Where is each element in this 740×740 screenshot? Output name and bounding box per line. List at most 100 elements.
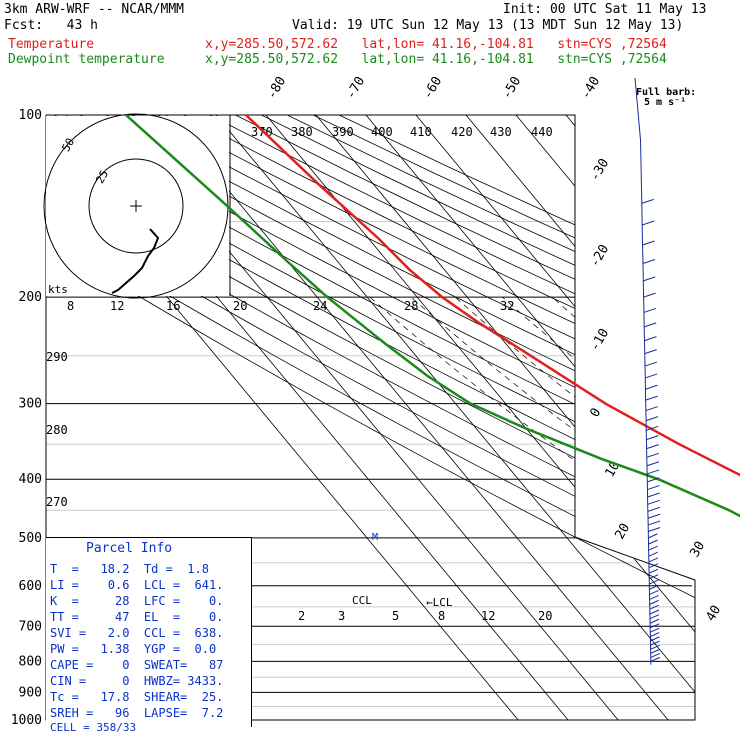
isotherm-label: -10 [587,326,612,354]
wind-barb [650,648,660,654]
theta-label: 380 [291,125,313,139]
mixing-ratio-label: 5 [392,609,399,623]
wind-barb [646,444,659,450]
isotherm-label: -70 [343,74,368,102]
wind-barb [644,349,657,355]
model-title: 3km ARW-WRF -- NCAR/MMM [4,2,185,17]
wind-barb [646,425,659,431]
parcel-info-title: Parcel Info [86,541,173,556]
isotherm [716,115,740,720]
wind-barb [650,627,660,633]
theta-label: 400 [371,125,393,139]
parcel-row: CAPE = 0 SWEAT= 87 [50,658,224,672]
wind-barb [646,452,659,458]
wind-barb [644,361,658,367]
mixing-ratio-label: 32 [500,299,514,313]
wind-barb [645,384,658,390]
wind-barb [647,513,661,519]
pressure-label: 800 [19,654,42,669]
wind-barb [647,506,661,512]
isotherm-label: -30 [587,156,612,184]
init-time: Init: 00 UTC Sat 11 May 13 [503,2,707,17]
hodograph-trace [111,228,160,294]
wind-barb [643,276,656,282]
isotherm-label: -60 [420,74,445,102]
wind-barb [649,589,659,595]
dry-adiabat [312,115,695,720]
isotherm [565,115,695,720]
moist-adiabat [551,296,695,720]
pressure-label: 1000 [11,713,42,728]
mixing-ratio-label: 16 [166,299,180,313]
wind-barb [650,644,660,650]
wind-staff [634,77,652,665]
wind-barb [646,469,660,475]
wind-barb [642,220,655,226]
wind-barb [648,551,658,557]
hodograph-units: kts [48,283,68,296]
wind-barb [647,520,661,526]
theta-label: 270 [46,495,68,509]
wind-barb [650,632,660,638]
wind-barb [649,604,660,610]
pressure-label: 300 [19,397,42,412]
temperature-trace [245,114,740,477]
isotherm-label: 40 [703,603,724,624]
parcel-row: LI = 0.6 LCL = 641. [50,578,224,592]
parcel-row: PW = 1.38 YGP = 0.0 [50,642,217,656]
isotherm-label: 20 [612,521,633,542]
mixing-ratio-label: 8 [438,609,445,623]
parcel-row: Tc = 17.8 SHEAR= 25. [50,690,224,704]
theta-label: 390 [332,125,354,139]
dry-adiabat [261,115,695,720]
pressure-label: 500 [19,531,42,546]
wind-barb [647,485,660,491]
wind-barb [648,568,659,574]
wind-barb [649,599,659,605]
pressure-label: 600 [19,579,42,594]
wind-barb [648,557,659,563]
parcel-row: T = 18.2 Td = 1.8 [50,562,209,576]
parcel-row: SREH = 96 LAPSE= 7.2 [50,706,224,720]
wind-barb [647,477,660,483]
dry-adiabat [46,115,695,720]
wind-barb [646,461,660,467]
wind-barb [650,656,661,662]
wind-barb [642,240,655,246]
wind-barb [648,533,658,539]
theta-label: 440 [531,125,553,139]
theta-label: 420 [451,125,473,139]
parcel-row: TT = 47 EL = 0. [50,610,224,624]
mixing-ratio-label: 3 [338,609,345,623]
pressure-label: 200 [19,290,42,305]
valid-time: Valid: 19 UTC Sun 12 May 13 (13 MDT Sun … [292,18,684,33]
dewpoint-legend: Dewpoint temperature [8,52,165,67]
ccl-annotation: CCL [352,594,372,607]
dewpoint-location: x,y=285.50,572.62 lat,lon= 41.16,-104.81… [205,52,667,67]
dry-adiabat [46,115,695,720]
moist-adiabat [601,296,695,720]
theta-label: 430 [490,125,512,139]
isotherm-label: -50 [499,74,524,102]
mixing-ratio-label: 24 [313,299,327,313]
theta-label: 410 [410,125,432,139]
mixing-ratio-label: 2 [298,609,305,623]
wind-barb [644,322,657,328]
hodograph-ring [88,158,184,254]
wind-barb [647,499,660,505]
wind-barb [643,307,657,313]
dry-adiabat [46,115,695,720]
dry-adiabat [80,115,695,720]
isotherm [615,115,695,720]
wind-barb [642,259,656,265]
dry-adiabat [209,115,695,720]
mixing-ratio-label: 8 [67,299,74,313]
hodograph-ring-label: 50 [59,136,77,154]
parcel-row: CELL = 358/33 [50,721,137,734]
lcl-annotation: ←LCL [426,596,453,609]
parcel-info-panel: Parcel Info T = 18.2 Td = 1.8 LI = 0.6 L… [46,537,252,734]
theta-label: 280 [46,423,68,437]
wind-barb [649,584,659,590]
forecast-hour: Fcst: 43 h [4,18,98,33]
isotherm-label: -20 [587,242,612,270]
